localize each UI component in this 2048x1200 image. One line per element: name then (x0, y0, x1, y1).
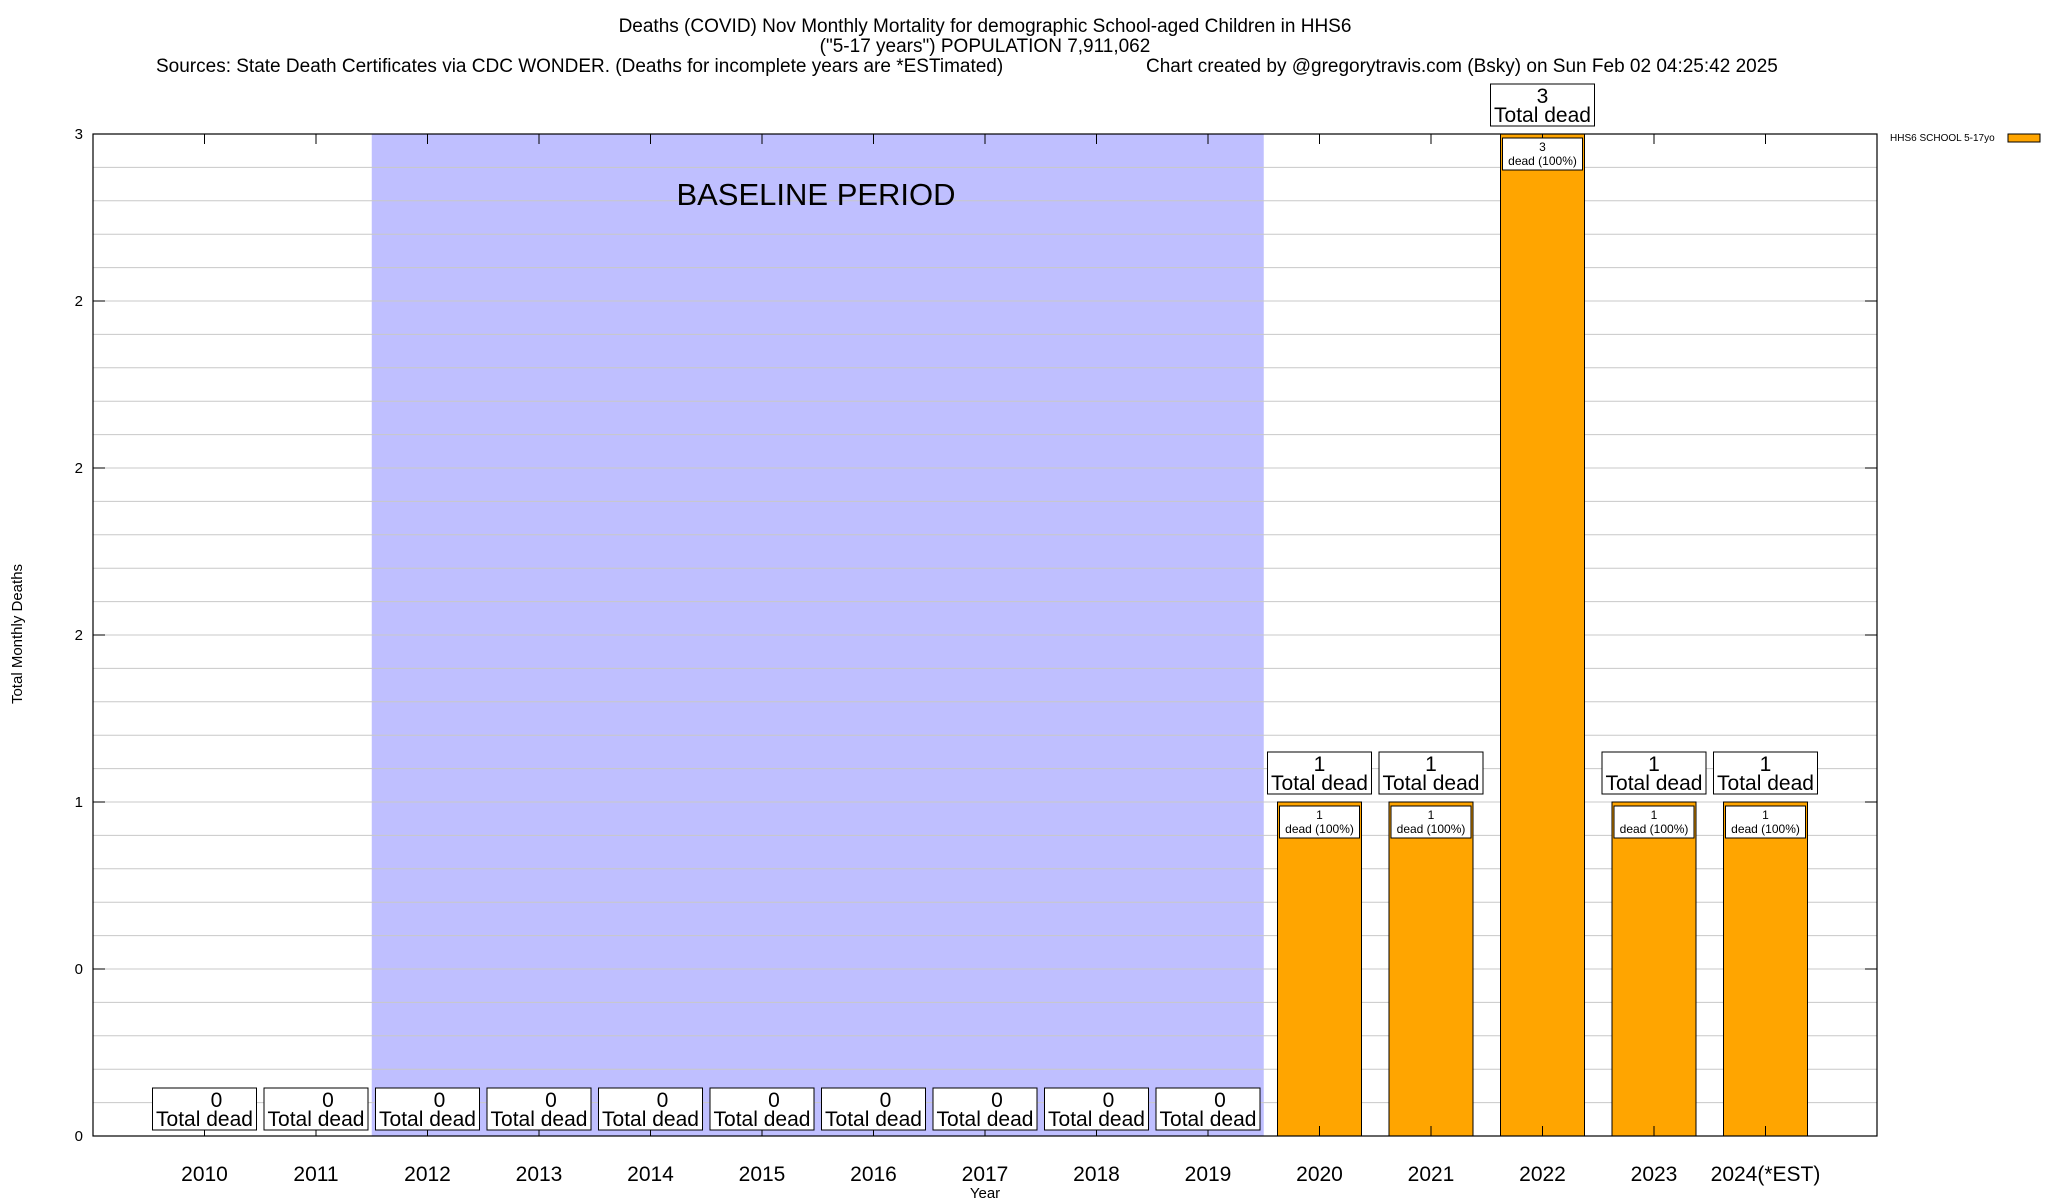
total-caption: Total dead (1717, 772, 1814, 795)
total-value: 0 (545, 1089, 557, 1112)
bar-inner-caption: dead (100%) (1397, 822, 1466, 836)
bar-inner-label-box (1725, 805, 1806, 839)
total-value: 0 (880, 1089, 892, 1112)
baseline-period-label: BASELINE PERIOD (676, 177, 955, 212)
bar-inner-caption: dead (100%) (1620, 822, 1689, 836)
bar-inner-label-box (1390, 805, 1472, 839)
total-label-box (1378, 751, 1484, 795)
total-caption: Total dead (1606, 772, 1703, 795)
total-label-box (1601, 751, 1707, 795)
bar (1500, 133, 1585, 1137)
legend-swatch (2007, 133, 2041, 143)
total-value: 1 (1648, 753, 1660, 776)
total-caption: Total dead (602, 1108, 699, 1131)
chart-credit: Chart created by @gregorytravis.com (Bsk… (1146, 56, 1778, 77)
total-value: 1 (1425, 753, 1437, 776)
x-tick-label: 2017 (962, 1163, 1009, 1186)
total-label-box (263, 1087, 369, 1131)
total-value: 0 (322, 1089, 334, 1112)
x-tick-label: 2018 (1073, 1163, 1120, 1186)
total-caption: Total dead (714, 1108, 811, 1131)
total-value: 0 (768, 1089, 780, 1112)
x-tick-label: 2024(*EST) (1711, 1163, 1821, 1186)
total-label-box (1713, 751, 1818, 795)
total-caption: Total dead (825, 1108, 922, 1131)
total-value: 1 (1314, 753, 1326, 776)
total-caption: Total dead (1271, 772, 1368, 795)
total-value: 3 (1537, 85, 1549, 108)
total-caption: Total dead (1383, 772, 1480, 795)
total-label-box (1044, 1087, 1149, 1131)
bar-inner-value: 3 (1539, 140, 1546, 154)
total-value: 0 (657, 1089, 669, 1112)
total-value: 1 (1760, 753, 1772, 776)
bar-inner-value: 1 (1316, 808, 1323, 822)
bar (1388, 801, 1474, 1137)
x-tick-label: 2021 (1408, 1163, 1455, 1186)
bar-inner-value: 1 (1428, 808, 1435, 822)
total-label-box (598, 1087, 703, 1131)
y-tick-label: 0 (75, 1128, 83, 1145)
total-caption: Total dead (1048, 1108, 1145, 1131)
y-tick-label: 2 (75, 627, 83, 644)
bar-inner-value: 1 (1762, 808, 1769, 822)
total-label-box (821, 1087, 926, 1131)
x-axis-label: Year (970, 1185, 1000, 1200)
bar (1277, 801, 1362, 1137)
total-label-box (1267, 751, 1372, 795)
bar-inner-label-box (1613, 805, 1695, 839)
total-label-box (932, 1087, 1038, 1131)
total-caption: Total dead (491, 1108, 588, 1131)
y-tick-label: 2 (75, 293, 83, 310)
x-tick-label: 2019 (1185, 1163, 1232, 1186)
total-caption: Total dead (268, 1108, 365, 1131)
legend-label: HHS6 SCHOOL 5-17yo (1890, 133, 1995, 144)
y-tick-label: 0 (75, 961, 83, 978)
total-value: 0 (211, 1089, 223, 1112)
legend: HHS6 SCHOOL 5-17yo (1890, 133, 2041, 144)
bar (1723, 801, 1808, 1137)
chart-title-line-1: Deaths (COVID) Nov Monthly Mortality for… (619, 16, 1352, 37)
x-tick-label: 2020 (1296, 1163, 1343, 1186)
total-label-box (709, 1087, 815, 1131)
x-tick-label: 2016 (850, 1163, 897, 1186)
x-tick-label: 2013 (516, 1163, 563, 1186)
x-tick-label: 2014 (627, 1163, 674, 1186)
x-tick-label: 2015 (739, 1163, 786, 1186)
bar-inner-caption: dead (100%) (1508, 154, 1577, 168)
x-tick-label: 2023 (1631, 1163, 1678, 1186)
x-tick-label: 2010 (181, 1163, 228, 1186)
bar-inner-caption: dead (100%) (1731, 822, 1800, 836)
y-tick-label: 1 (75, 794, 83, 811)
bar (1611, 801, 1697, 1137)
total-caption: Total dead (156, 1108, 253, 1131)
bar-inner-label-box (1502, 137, 1583, 171)
total-label-box (1490, 83, 1595, 127)
y-tick-label: 3 (75, 126, 83, 143)
total-value: 0 (991, 1089, 1003, 1112)
total-value: 0 (1214, 1089, 1226, 1112)
total-caption: Total dead (379, 1108, 476, 1131)
bar-inner-label-box (1279, 805, 1360, 839)
total-label-box (1155, 1087, 1261, 1131)
chart-sources: Sources: State Death Certificates via CD… (156, 56, 1003, 77)
total-value: 0 (434, 1089, 446, 1112)
total-label-box (152, 1087, 257, 1131)
y-axis-label: Total Monthly Deaths (9, 564, 26, 704)
total-value: 0 (1103, 1089, 1115, 1112)
total-label-box (375, 1087, 480, 1131)
y-tick-label: 2 (75, 460, 83, 477)
total-label-box (486, 1087, 592, 1131)
total-caption: Total dead (1160, 1108, 1257, 1131)
x-tick-label: 2011 (293, 1163, 338, 1186)
bar-inner-value: 1 (1651, 808, 1658, 822)
chart-title-line-2: ("5-17 years") POPULATION 7,911,062 (820, 36, 1151, 57)
x-tick-label: 2022 (1519, 1163, 1566, 1186)
bar-inner-caption: dead (100%) (1285, 822, 1354, 836)
x-tick-label: 2012 (404, 1163, 451, 1186)
total-caption: Total dead (937, 1108, 1034, 1131)
total-caption: Total dead (1494, 104, 1591, 127)
